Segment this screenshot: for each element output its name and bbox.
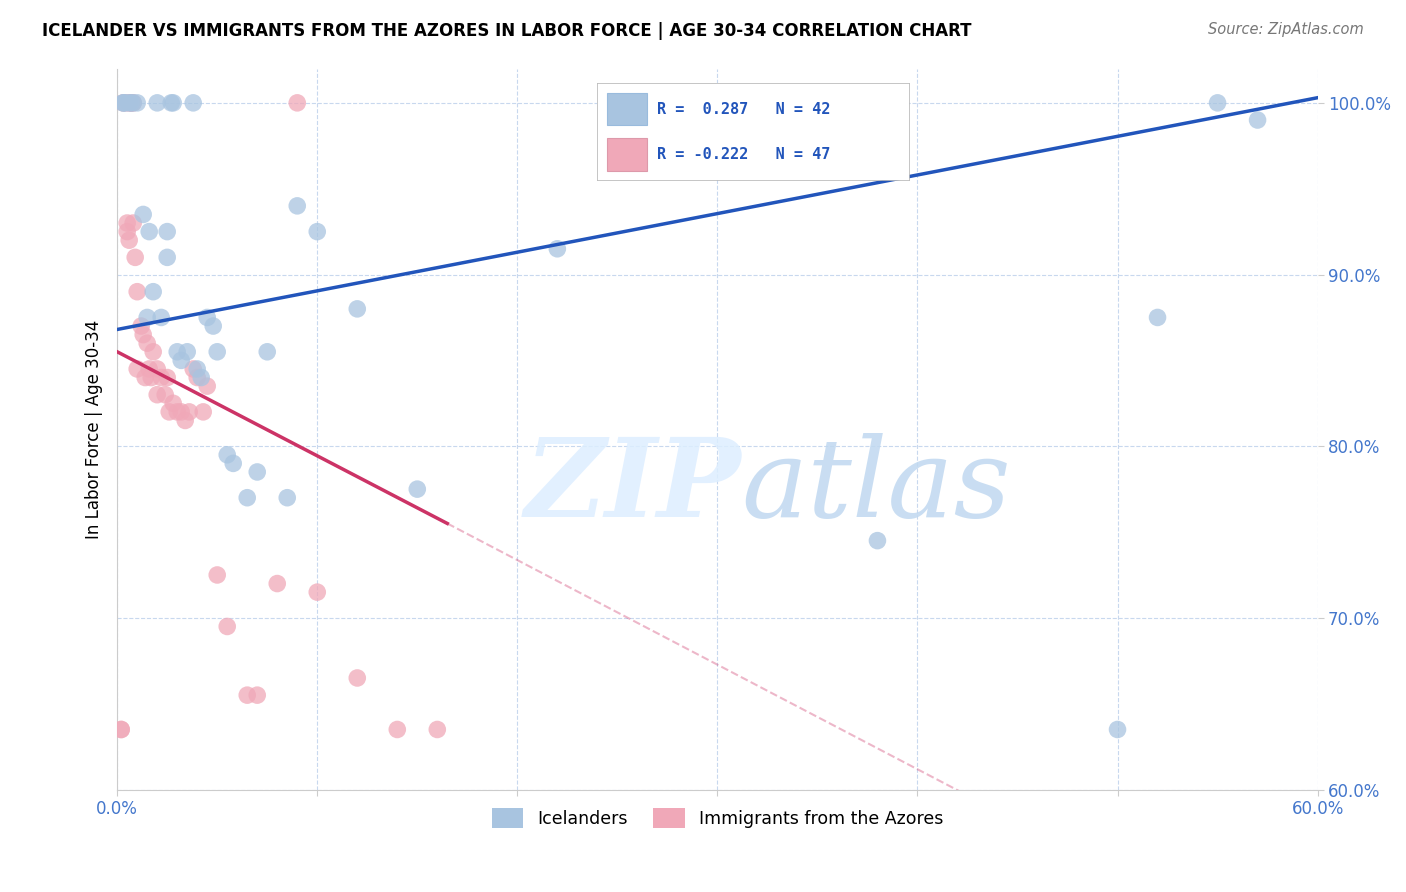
Point: [132, 327, 155, 342]
Point: [153, 387, 176, 401]
Point: [129, 319, 152, 334]
Point: [307, 585, 329, 599]
Point: [186, 370, 208, 384]
Text: atlas: atlas: [741, 433, 1011, 541]
Point: [120, 95, 142, 110]
Point: [307, 225, 329, 239]
Point: [146, 362, 169, 376]
Point: [146, 387, 169, 401]
Point: [138, 362, 160, 376]
Point: [179, 405, 201, 419]
Point: [266, 576, 288, 591]
Point: [546, 242, 568, 256]
Point: [142, 285, 165, 299]
Point: [346, 301, 368, 316]
Point: [150, 310, 173, 325]
Point: [866, 533, 889, 548]
Text: ICELANDER VS IMMIGRANTS FROM THE AZORES IN LABOR FORCE | AGE 30-34 CORRELATION C: ICELANDER VS IMMIGRANTS FROM THE AZORES …: [42, 22, 972, 40]
Point: [157, 405, 180, 419]
Legend: Icelanders, Immigrants from the Azores: Icelanders, Immigrants from the Azores: [485, 801, 950, 835]
Point: [122, 95, 145, 110]
Point: [217, 448, 239, 462]
Point: [222, 456, 245, 470]
Point: [141, 370, 163, 384]
Point: [115, 216, 138, 230]
Point: [181, 362, 204, 376]
Point: [122, 95, 145, 110]
Point: [285, 95, 308, 110]
Point: [156, 370, 179, 384]
Point: [127, 362, 149, 376]
Point: [406, 482, 429, 496]
Point: [156, 225, 179, 239]
Point: [110, 723, 132, 737]
Point: [146, 95, 169, 110]
Point: [114, 95, 136, 110]
Point: [246, 465, 269, 479]
Point: [138, 225, 160, 239]
Point: [195, 310, 218, 325]
Point: [174, 413, 197, 427]
Text: ZIP: ZIP: [524, 433, 741, 541]
Point: [160, 95, 183, 110]
Point: [193, 405, 215, 419]
Point: [112, 95, 135, 110]
Point: [132, 207, 155, 221]
Point: [1146, 310, 1168, 325]
Point: [118, 233, 141, 247]
Point: [120, 95, 142, 110]
Point: [156, 251, 179, 265]
Point: [426, 723, 449, 737]
Point: [136, 310, 159, 325]
Point: [285, 199, 308, 213]
Point: [170, 405, 193, 419]
Point: [127, 285, 149, 299]
Point: [236, 688, 259, 702]
Point: [134, 370, 156, 384]
Point: [150, 370, 173, 384]
Point: [112, 95, 135, 110]
Point: [166, 344, 188, 359]
Point: [1206, 95, 1229, 110]
Point: [127, 95, 149, 110]
Point: [162, 396, 184, 410]
Point: [256, 344, 278, 359]
Point: [170, 353, 193, 368]
Point: [217, 619, 239, 633]
Point: [186, 362, 208, 376]
Text: Source: ZipAtlas.com: Source: ZipAtlas.com: [1208, 22, 1364, 37]
Point: [115, 225, 138, 239]
Point: [236, 491, 259, 505]
Point: [118, 95, 141, 110]
Point: [346, 671, 368, 685]
Point: [387, 723, 409, 737]
Point: [118, 95, 141, 110]
Point: [122, 216, 145, 230]
Point: [124, 251, 146, 265]
Point: [190, 370, 212, 384]
Point: [276, 491, 298, 505]
Point: [166, 405, 188, 419]
Point: [246, 688, 269, 702]
Point: [205, 568, 228, 582]
Point: [202, 319, 225, 334]
Point: [114, 95, 136, 110]
Point: [205, 344, 228, 359]
Point: [112, 95, 135, 110]
Point: [110, 723, 132, 737]
Point: [136, 336, 159, 351]
Point: [162, 95, 184, 110]
Point: [120, 95, 142, 110]
Point: [195, 379, 218, 393]
Point: [142, 344, 165, 359]
Point: [176, 344, 198, 359]
Point: [181, 95, 204, 110]
Point: [1107, 723, 1129, 737]
Y-axis label: In Labor Force | Age 30-34: In Labor Force | Age 30-34: [86, 319, 103, 539]
Point: [1246, 113, 1268, 128]
